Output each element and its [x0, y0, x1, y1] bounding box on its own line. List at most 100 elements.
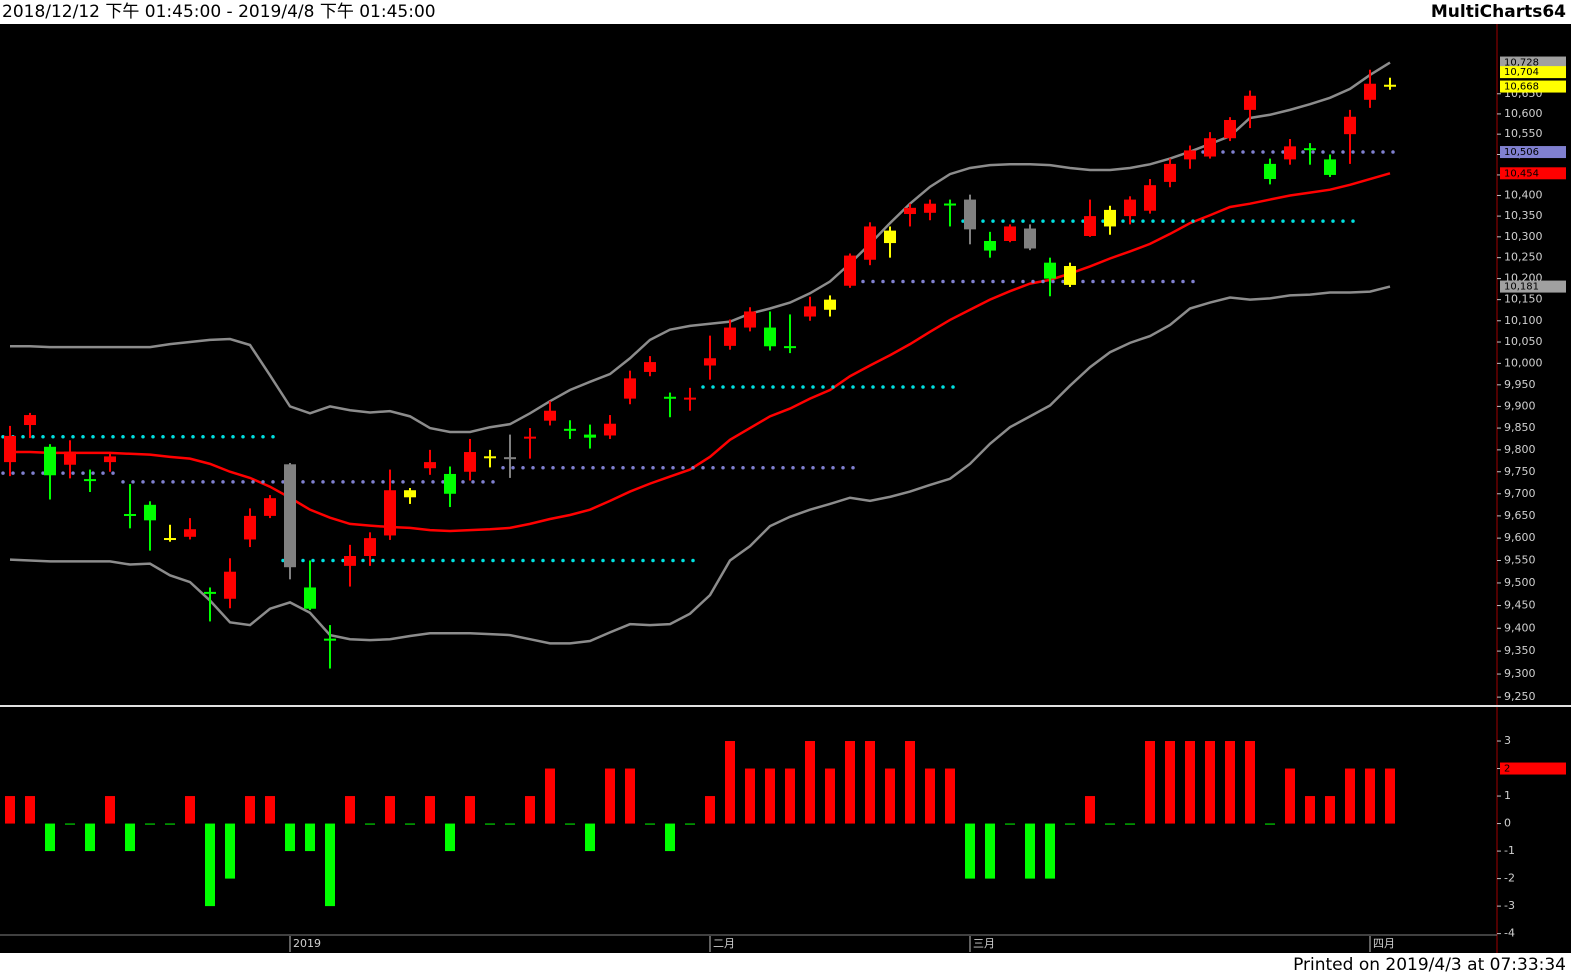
candle-body	[904, 207, 916, 215]
histogram-bar	[305, 823, 315, 852]
histogram-bar	[765, 768, 775, 824]
price-tag	[1500, 66, 1566, 79]
y-tick-label: -1	[1504, 844, 1515, 857]
candle-body	[584, 434, 596, 438]
histogram-bar	[845, 741, 855, 824]
band-line	[10, 61, 1391, 434]
histogram-bar	[1165, 741, 1175, 824]
candle-body	[564, 428, 576, 431]
candle-body	[84, 479, 96, 482]
price-tag-label: 10,728	[1504, 58, 1539, 69]
candle-body	[1284, 146, 1296, 160]
histogram-bar	[865, 741, 875, 824]
y-tick-label: 9,450	[1504, 599, 1536, 612]
price-tag	[1500, 80, 1566, 93]
histogram-bar	[1085, 796, 1095, 824]
band-line	[9, 285, 1391, 645]
histogram-bar	[725, 741, 735, 824]
y-tick-label: 10,250	[1504, 251, 1543, 264]
y-tick-label: 3	[1504, 734, 1511, 747]
y-tick-label: 9,300	[1504, 667, 1536, 680]
histogram-bar	[425, 796, 435, 824]
candle-body	[464, 452, 476, 472]
candle-body	[364, 538, 376, 557]
y-tick-label: 10,150	[1504, 293, 1543, 306]
histogram-bar	[605, 768, 615, 824]
price-tag-label: 10,506	[1504, 147, 1539, 158]
candle-body	[644, 362, 656, 372]
histogram-bar	[1365, 768, 1375, 824]
price-tag	[1500, 762, 1566, 775]
y-tick-label: 9,350	[1504, 644, 1536, 657]
candle-body	[504, 457, 516, 460]
candle-body	[1164, 163, 1176, 182]
candle-body	[44, 446, 56, 476]
header-bar	[0, 0, 1571, 24]
candle-body	[344, 556, 356, 566]
price-tag	[1500, 56, 1566, 69]
histogram-bar	[665, 823, 675, 852]
histogram-bar	[1025, 823, 1035, 879]
candle-body	[764, 327, 776, 347]
y-tick-label: 10,100	[1504, 314, 1543, 327]
candle-body	[1184, 150, 1196, 160]
histogram-bar	[285, 823, 295, 852]
histogram-bar	[1145, 741, 1155, 824]
histogram-bar	[905, 741, 915, 824]
candle-body	[4, 435, 16, 463]
candle-body	[424, 462, 436, 469]
candle-body	[944, 203, 956, 206]
y-tick-label: 9,800	[1504, 443, 1536, 456]
y-tick-label: 10,350	[1504, 209, 1543, 222]
histogram-bar	[1105, 823, 1115, 825]
candle-body	[664, 396, 676, 399]
histogram-bar	[1065, 823, 1075, 825]
y-tick-label: 10,400	[1504, 188, 1543, 201]
band-line	[10, 172, 1391, 533]
histogram-bar	[125, 823, 135, 852]
price-tag	[1500, 167, 1566, 180]
candle-body	[1264, 163, 1276, 180]
candle-body	[1244, 95, 1256, 110]
candle-body	[404, 490, 416, 498]
histogram-bar	[965, 823, 975, 879]
candle-body	[804, 306, 816, 317]
y-tick-label: 9,500	[1504, 576, 1536, 589]
histogram-bar	[1345, 768, 1355, 824]
y-tick-label: 10,300	[1504, 230, 1543, 243]
histogram-bar	[265, 796, 275, 824]
y-tick-label: -3	[1504, 899, 1515, 912]
candle-body	[1224, 119, 1236, 139]
histogram-bar	[805, 741, 815, 824]
y-tick-label: 10,550	[1504, 127, 1543, 140]
candle-body	[884, 230, 896, 244]
histogram-bar	[705, 796, 715, 824]
y-tick-label: 9,900	[1504, 399, 1536, 412]
histogram-bar	[1385, 768, 1395, 824]
price-tag-label: 10,668	[1504, 82, 1539, 93]
histogram-bar	[525, 796, 535, 824]
time-label: 四月	[1373, 937, 1395, 950]
histogram-bar	[1305, 796, 1315, 824]
histogram-bar	[1005, 823, 1015, 825]
histogram-bar	[545, 768, 555, 824]
candle-body	[1084, 216, 1096, 236]
print-stamp: Printed on 2019/4/3 at 07:33:34	[1293, 955, 1566, 975]
histogram-bar	[785, 768, 795, 824]
candle-body	[124, 514, 136, 517]
histogram-bar	[365, 823, 375, 825]
y-tick-label: 9,650	[1504, 509, 1536, 522]
candle-body	[864, 226, 876, 260]
histogram-bar	[25, 796, 35, 824]
histogram-bar	[345, 796, 355, 824]
histogram-bar	[925, 768, 935, 824]
histogram-bar	[1185, 741, 1195, 824]
candle-body	[844, 255, 856, 286]
price-tag-label: 10,704	[1504, 67, 1539, 78]
y-tick-label: 1	[1504, 789, 1511, 802]
histogram-bar	[225, 823, 235, 879]
histogram-bar	[65, 823, 75, 825]
y-tick-label: 9,850	[1504, 421, 1536, 434]
